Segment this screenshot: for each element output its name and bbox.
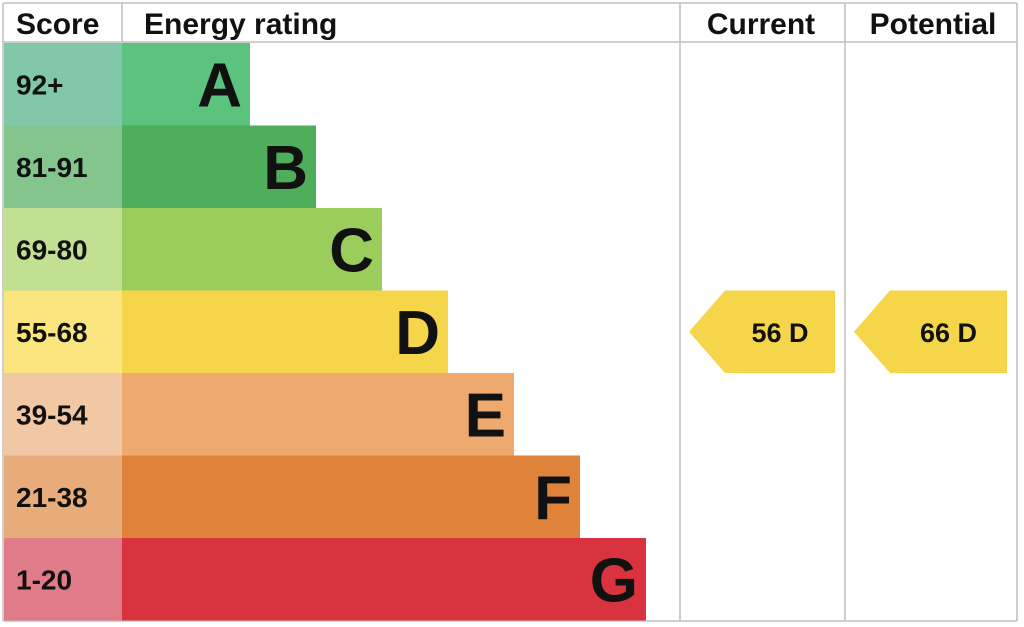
rating-letter: F bbox=[534, 464, 572, 533]
rating-bands: 92+ A 81-91 B 69-80 C 55-68 D 39-54 E 21-38 F 1-20 G bbox=[4, 43, 646, 621]
rating-bar bbox=[122, 125, 316, 208]
score-range-label: 39-54 bbox=[16, 399, 88, 430]
rating-bar bbox=[122, 290, 448, 373]
band-d: 55-68 D bbox=[4, 290, 448, 373]
score-cell bbox=[4, 290, 122, 373]
rating-letter: D bbox=[395, 299, 440, 368]
rating-arrow-shape bbox=[689, 290, 835, 373]
band-f: 21-38 F bbox=[4, 455, 580, 538]
score-range-label: 92+ bbox=[16, 69, 64, 100]
band-g: 1-20 G bbox=[4, 538, 646, 621]
rating-bar bbox=[122, 373, 514, 456]
score-cell bbox=[4, 43, 122, 126]
rating-letter: B bbox=[263, 134, 308, 203]
rating-letter: C bbox=[329, 216, 374, 285]
score-range-label: 1-20 bbox=[16, 564, 72, 595]
current-rating-arrow: 56 D bbox=[689, 290, 835, 373]
rating-letter: G bbox=[590, 546, 638, 615]
score-range-label: 81-91 bbox=[16, 152, 88, 183]
rating-arrow-shape bbox=[854, 290, 1007, 373]
score-range-label: 69-80 bbox=[16, 234, 88, 265]
rating-arrow-label: 66 D bbox=[920, 318, 977, 348]
score-cell bbox=[4, 125, 122, 208]
score-cell bbox=[4, 455, 122, 538]
score-cell bbox=[4, 373, 122, 456]
rating-arrows: 56 D 66 D bbox=[689, 290, 1007, 373]
score-cell bbox=[4, 538, 122, 621]
rating-bar bbox=[122, 208, 382, 291]
score-cell bbox=[4, 208, 122, 291]
band-e: 39-54 E bbox=[4, 373, 514, 456]
rating-bar bbox=[122, 538, 646, 621]
rating-bar bbox=[122, 43, 250, 126]
rating-arrow-label: 56 D bbox=[751, 318, 808, 348]
rating-letter: A bbox=[197, 51, 242, 120]
score-range-label: 21-38 bbox=[16, 482, 88, 513]
header-current: Current bbox=[707, 8, 815, 41]
rating-letter: E bbox=[465, 381, 506, 450]
band-c: 69-80 C bbox=[4, 208, 382, 291]
score-range-label: 55-68 bbox=[16, 317, 88, 348]
potential-rating-arrow: 66 D bbox=[854, 290, 1007, 373]
band-a: 92+ A bbox=[4, 43, 250, 126]
header-energy-rating: Energy rating bbox=[144, 8, 337, 41]
band-b: 81-91 B bbox=[4, 125, 316, 208]
header-potential: Potential bbox=[870, 8, 997, 41]
rating-bar bbox=[122, 455, 580, 538]
header-score: Score bbox=[16, 8, 99, 41]
